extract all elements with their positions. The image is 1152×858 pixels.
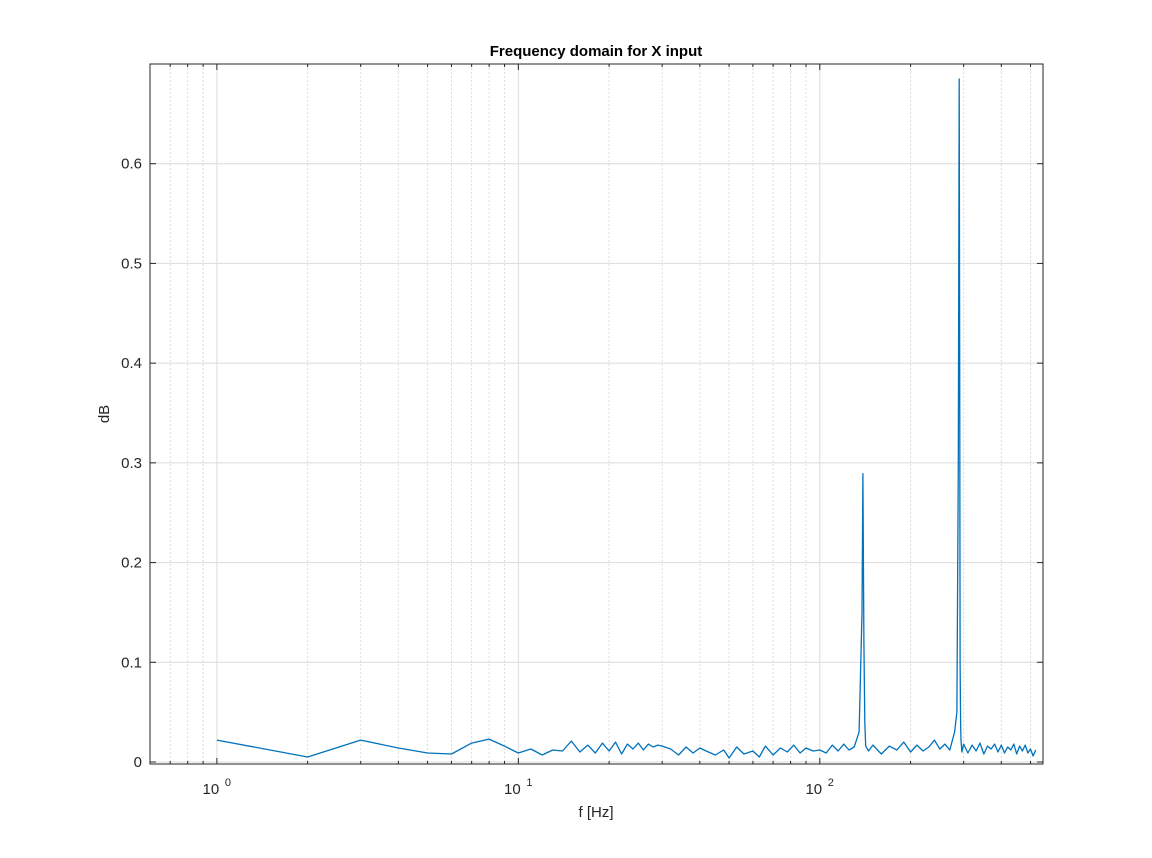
y-tick-label: 0.3 [121,455,142,472]
x-tick-exponent: 1 [526,777,532,789]
x-tick-exponent: 2 [828,777,834,789]
ticks-layer: 10 0 10 1 10 2 0 0.1 0.2 0.3 0.4 0.5 0.6 [121,64,1043,798]
x-tick-label: 10 [504,781,521,798]
series-line [216,78,1037,759]
major-grid [150,64,1043,764]
x-axis-label: f [Hz] [578,804,613,821]
y-tick-label: 0.4 [121,355,142,372]
axes-box [149,63,1044,765]
y-axis-label: dB [96,405,113,423]
x-tick-label: 10 [805,781,822,798]
plot-area [150,64,1043,764]
x-tick-label: 10 [203,781,220,798]
y-tick-label: 0.5 [121,255,142,272]
y-tick-label: 0.6 [121,156,142,173]
y-tick-label: 0 [134,754,142,771]
y-tick-label: 0.2 [121,555,142,572]
minor-grid [149,64,1032,764]
series-layer [216,78,1037,759]
chart-title: Frequency domain for X input [490,43,703,60]
x-tick-exponent: 0 [225,777,231,789]
y-tick-label: 0.1 [121,654,142,671]
